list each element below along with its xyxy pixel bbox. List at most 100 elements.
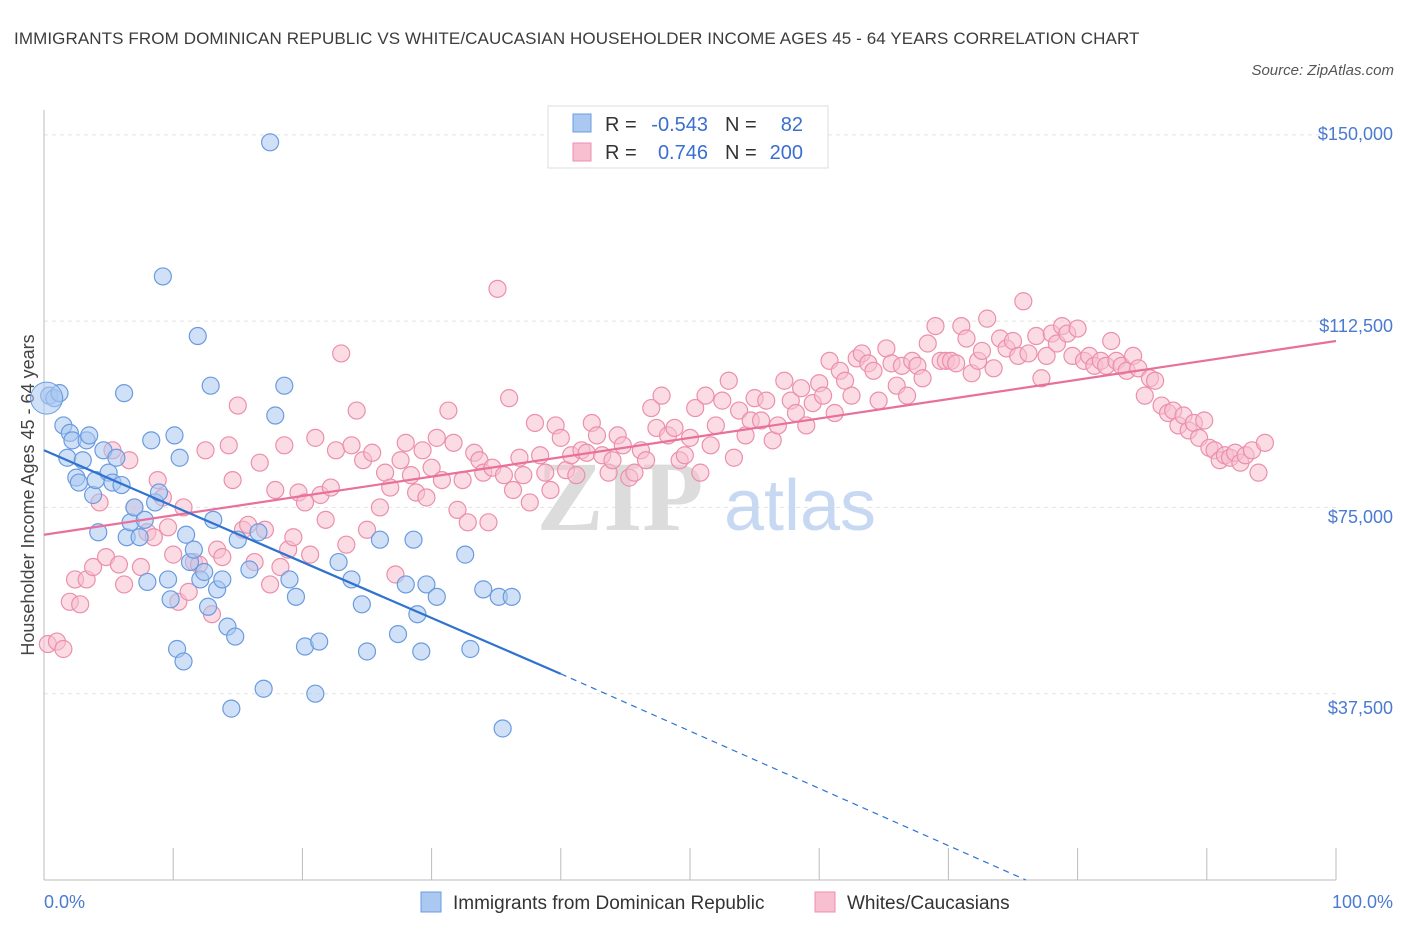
whites-point-58 — [357, 520, 377, 539]
dominican-point-75 — [456, 545, 475, 564]
whites-point-181 — [1027, 326, 1046, 346]
dominican-point-43 — [198, 597, 218, 616]
dominican-point-68 — [388, 624, 408, 644]
bottom-legend-swatch-pink — [814, 891, 836, 913]
whites-point-68 — [413, 441, 432, 460]
legend-n-label-2: N = — [725, 142, 757, 164]
dominican-point-12 — [83, 485, 103, 505]
dominican-point-62 — [310, 632, 329, 651]
whites-point-172 — [972, 341, 992, 361]
dominican-point-36 — [174, 652, 193, 671]
whites-point-76 — [453, 470, 472, 490]
dominican-point-66 — [357, 642, 377, 661]
trend-line-dominican-extension — [560, 673, 1027, 881]
whites-point-40 — [266, 480, 285, 500]
whites-point-21 — [164, 545, 183, 564]
whites-point-31 — [219, 436, 238, 455]
whites-point-53 — [332, 344, 351, 363]
whites-point-75 — [448, 500, 467, 520]
whites-point-122 — [696, 386, 715, 405]
top-legend: R = -0.543 N = 82 R = 0.746 N = 200 — [547, 105, 829, 169]
dominican-point-20 — [115, 384, 134, 403]
dominican-point-32 — [161, 590, 180, 609]
dominican-point-69 — [396, 575, 415, 594]
dominican-point-76 — [461, 639, 480, 659]
dominican-point-27 — [142, 431, 161, 450]
whites-point-39 — [261, 575, 280, 594]
whites-point-74 — [444, 433, 463, 452]
whites-point-112 — [642, 398, 661, 418]
whites-point-85 — [500, 389, 519, 408]
chart-title: IMMIGRANTS FROM DOMINICAN REPUBLIC VS WH… — [14, 29, 1140, 48]
dominican-point-40 — [188, 326, 207, 346]
dominican-point-74 — [427, 587, 446, 606]
whites-point-169 — [957, 329, 976, 348]
dominican-point-44 — [201, 376, 220, 395]
legend-r-label-1: R = — [605, 114, 637, 136]
dominican-point-55 — [261, 133, 280, 152]
whites-point-222 — [1249, 463, 1268, 482]
whites-point-161 — [913, 369, 932, 388]
legend-n-value-2: 200 — [770, 142, 803, 164]
whites-point-84 — [494, 466, 514, 485]
y-tick-label-37500: $37,500 — [1328, 698, 1393, 718]
dominican-point-49 — [222, 699, 241, 718]
dominican-point-80 — [502, 587, 521, 606]
dominican-point-54 — [254, 679, 273, 698]
dominican-point-61 — [306, 684, 325, 703]
whites-point-65 — [396, 433, 415, 452]
whites-point-41 — [271, 557, 290, 577]
whites-point-89 — [520, 493, 539, 512]
whites-point-121 — [691, 463, 710, 482]
whites-point-33 — [228, 396, 247, 415]
legend-r-value-1: -0.543 — [651, 114, 708, 136]
dominican-point-53 — [249, 523, 268, 542]
y-tick-label-112500: $112,500 — [1319, 316, 1393, 336]
whites-point-167 — [947, 354, 966, 373]
dominican-point-57 — [275, 376, 294, 395]
whites-point-139 — [792, 379, 811, 398]
dominican-point-26 — [138, 572, 157, 592]
whites-point-93 — [541, 480, 560, 500]
whites-point-133 — [757, 391, 776, 410]
x-tick-label-100: 100.0% — [1332, 892, 1393, 912]
whites-point-212 — [1195, 411, 1214, 430]
dominican-point-70 — [404, 530, 423, 549]
dominican-point-63 — [329, 552, 348, 572]
legend-n-value-1: 82 — [781, 114, 803, 136]
whites-point-2 — [54, 639, 73, 659]
whites-point-20 — [158, 518, 178, 537]
whites-point-223 — [1255, 433, 1275, 452]
whites-point-32 — [223, 470, 242, 490]
whites-point-105 — [603, 451, 622, 470]
whites-point-127 — [724, 448, 744, 467]
trend-line-whites — [43, 339, 1337, 536]
whites-point-128 — [729, 401, 749, 420]
whites-point-71 — [427, 428, 446, 447]
legend-n-label-1: N = — [725, 114, 757, 136]
whites-point-125 — [713, 391, 732, 410]
whites-point-11 — [109, 555, 129, 574]
whites-point-126 — [719, 371, 738, 390]
whites-point-195 — [1102, 331, 1121, 351]
whites-point-132 — [751, 411, 771, 430]
whites-point-44 — [284, 528, 303, 547]
whites-point-59 — [363, 443, 382, 462]
whites-point-73 — [439, 401, 458, 420]
whites-point-123 — [701, 436, 720, 455]
dominican-point-65 — [352, 595, 371, 614]
whites-point-109 — [625, 463, 644, 482]
legend-r-value-2: 0.746 — [658, 142, 708, 164]
whites-point-56 — [347, 401, 366, 420]
whites-point-83 — [488, 279, 507, 298]
dominican-point-79 — [493, 719, 512, 738]
legend-swatch-blue — [572, 113, 592, 133]
dominican-point-24 — [130, 528, 149, 547]
trend-line-dominican — [43, 449, 562, 675]
bottom-legend: Immigrants from Dominican Republic White… — [420, 891, 1010, 914]
x-axis-ticks — [43, 848, 1337, 880]
whites-point-120 — [686, 398, 705, 418]
whites-point-50 — [316, 510, 335, 529]
whites-point-145 — [825, 403, 844, 423]
